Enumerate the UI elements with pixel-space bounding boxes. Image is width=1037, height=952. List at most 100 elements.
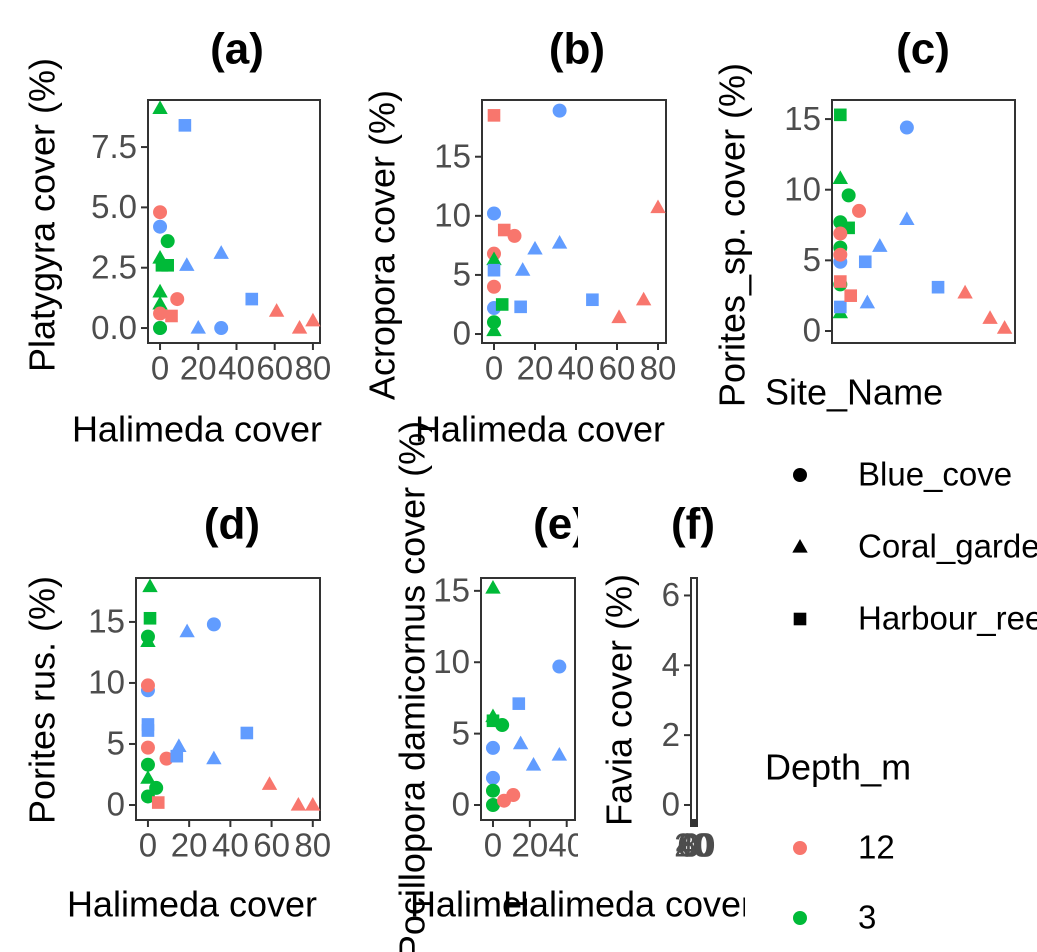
legend-key bbox=[792, 538, 808, 553]
point bbox=[635, 291, 652, 306]
y-tick-label: 0 bbox=[107, 786, 125, 823]
y-tick-label: 5 bbox=[803, 241, 821, 278]
point bbox=[485, 740, 500, 755]
point bbox=[140, 629, 155, 644]
panel-title: (b) bbox=[549, 25, 605, 74]
point bbox=[833, 226, 848, 241]
point bbox=[514, 300, 527, 314]
point bbox=[551, 234, 568, 249]
panel-title: (d) bbox=[204, 500, 260, 549]
point bbox=[160, 234, 175, 249]
point bbox=[512, 697, 526, 710]
point bbox=[611, 309, 627, 324]
panel-title: (c) bbox=[896, 25, 950, 74]
point bbox=[525, 756, 542, 771]
y-axis-title: Pocillopora damicornus cover (%) bbox=[392, 421, 433, 952]
panel-border bbox=[690, 577, 698, 821]
point bbox=[143, 611, 157, 625]
point bbox=[152, 100, 168, 115]
point bbox=[261, 776, 278, 790]
point bbox=[140, 789, 155, 804]
y-tick-label: 5 bbox=[453, 256, 471, 293]
y-tick-label: 15 bbox=[434, 137, 471, 174]
point bbox=[161, 258, 174, 272]
point bbox=[245, 292, 259, 306]
legend-key bbox=[793, 468, 807, 482]
point bbox=[833, 215, 848, 230]
legend-label: 3 bbox=[858, 899, 876, 936]
point bbox=[290, 796, 307, 811]
x-tick-label: 0 bbox=[484, 827, 502, 864]
point bbox=[159, 751, 174, 766]
point bbox=[486, 279, 501, 294]
y-tick-label: 10 bbox=[433, 643, 470, 680]
y-tick-label: 6 bbox=[662, 576, 680, 613]
x-tick-label: 40 bbox=[212, 827, 249, 864]
x-tick-label: 20 bbox=[674, 827, 711, 864]
x-tick-label: 60 bbox=[253, 827, 290, 864]
x-axis-title: Halimeda cover bbox=[72, 409, 322, 450]
point bbox=[996, 320, 1013, 334]
point bbox=[486, 322, 502, 337]
point bbox=[240, 726, 254, 740]
legend-label: Coral_garden bbox=[858, 528, 1037, 565]
point bbox=[291, 319, 308, 334]
x-tick-label: 80 bbox=[640, 350, 677, 387]
point bbox=[142, 578, 158, 593]
y-axis-title: Porites_sp. cover (%) bbox=[712, 63, 753, 407]
panel-background bbox=[527, 882, 745, 952]
point bbox=[512, 735, 529, 750]
y-tick-label: 0.0 bbox=[91, 309, 137, 346]
legend-label: Blue_cove bbox=[858, 456, 1012, 493]
point bbox=[650, 199, 666, 214]
point bbox=[190, 319, 206, 334]
legend-label: Harbour_reef bbox=[858, 600, 1037, 637]
point bbox=[844, 289, 858, 302]
point bbox=[834, 275, 847, 288]
panel-title: (e) bbox=[533, 500, 587, 549]
point bbox=[486, 251, 502, 266]
x-tick-label: 20 bbox=[511, 827, 548, 864]
point bbox=[179, 623, 195, 638]
point bbox=[153, 321, 168, 336]
panel-border bbox=[147, 99, 321, 344]
point bbox=[206, 617, 221, 632]
y-tick-label: 10 bbox=[784, 170, 821, 207]
y-axis-title: Acropora cover (%) bbox=[362, 90, 403, 400]
point bbox=[852, 203, 867, 218]
x-tick-label: 0 bbox=[682, 827, 700, 864]
point bbox=[485, 798, 500, 813]
x-tick-label: 40 bbox=[676, 827, 713, 864]
point bbox=[213, 245, 229, 259]
point bbox=[485, 783, 500, 798]
point bbox=[899, 211, 915, 225]
x-tick-label: 20 bbox=[171, 827, 208, 864]
point bbox=[153, 219, 168, 234]
point bbox=[833, 247, 848, 262]
y-tick-label: 0 bbox=[803, 312, 821, 349]
y-tick-label: 5 bbox=[107, 725, 125, 762]
panel-border bbox=[481, 99, 667, 344]
legend-key bbox=[793, 841, 807, 855]
point bbox=[957, 284, 973, 299]
panel-title: (a) bbox=[210, 25, 264, 74]
point bbox=[178, 119, 192, 132]
y-tick-label: 15 bbox=[88, 603, 125, 640]
y-tick-label: 4 bbox=[662, 646, 680, 683]
y-tick-label: 2.5 bbox=[91, 248, 137, 285]
point bbox=[140, 757, 155, 772]
legend-key bbox=[793, 612, 807, 626]
y-tick-label: 10 bbox=[434, 197, 471, 234]
point bbox=[305, 312, 321, 327]
x-tick-label: 20 bbox=[517, 350, 554, 387]
point bbox=[858, 255, 872, 269]
x-tick-label: 20 bbox=[180, 350, 217, 387]
y-tick-label: 5 bbox=[452, 714, 470, 751]
panel-border bbox=[135, 577, 321, 821]
point bbox=[497, 793, 512, 808]
y-tick-label: 7.5 bbox=[91, 128, 137, 165]
x-tick-label: 80 bbox=[679, 827, 716, 864]
x-axis-title: Halimeda cover bbox=[415, 409, 665, 450]
point bbox=[165, 309, 178, 323]
